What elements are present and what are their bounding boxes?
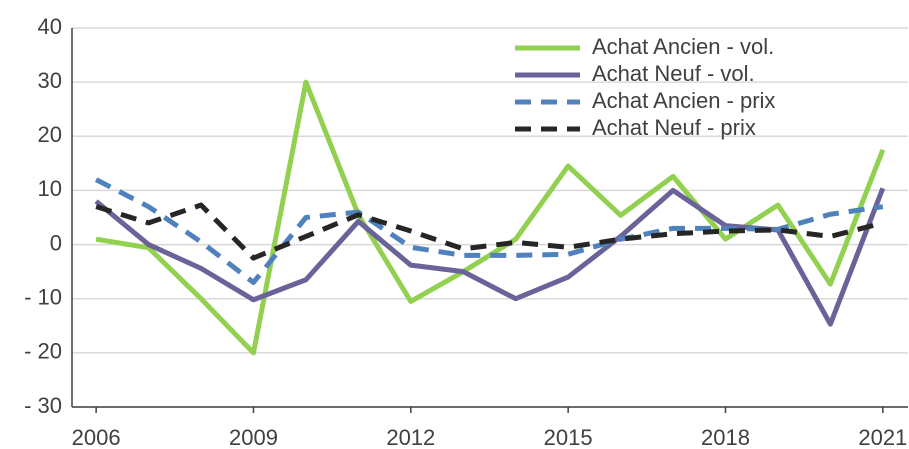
y-tick-label: 30	[38, 68, 62, 93]
y-tick-label: 40	[38, 14, 62, 39]
legend-label: Achat Neuf - vol.	[592, 61, 755, 86]
y-tick-label: 0	[50, 230, 62, 255]
line-series	[95, 79, 886, 356]
legend-label: Achat Ancien - prix	[592, 88, 775, 113]
line-series	[94, 177, 884, 285]
y-tick-label: - 30	[24, 393, 62, 418]
x-tick-label: 2018	[701, 425, 750, 449]
x-tick-label: 2021	[858, 425, 907, 449]
y-tick-label: - 20	[24, 339, 62, 364]
x-tick-label: 2009	[229, 425, 278, 449]
y-tick-label: 20	[38, 122, 62, 147]
legend-label: Achat Neuf - prix	[592, 115, 756, 140]
y-tick-label: - 10	[24, 285, 62, 310]
x-tick-label: 2006	[72, 425, 121, 449]
legend-label: Achat Ancien - vol.	[592, 34, 774, 59]
x-tick-label: 2012	[386, 425, 435, 449]
y-tick-label: 10	[38, 176, 62, 201]
x-tick-label: 2015	[544, 425, 593, 449]
